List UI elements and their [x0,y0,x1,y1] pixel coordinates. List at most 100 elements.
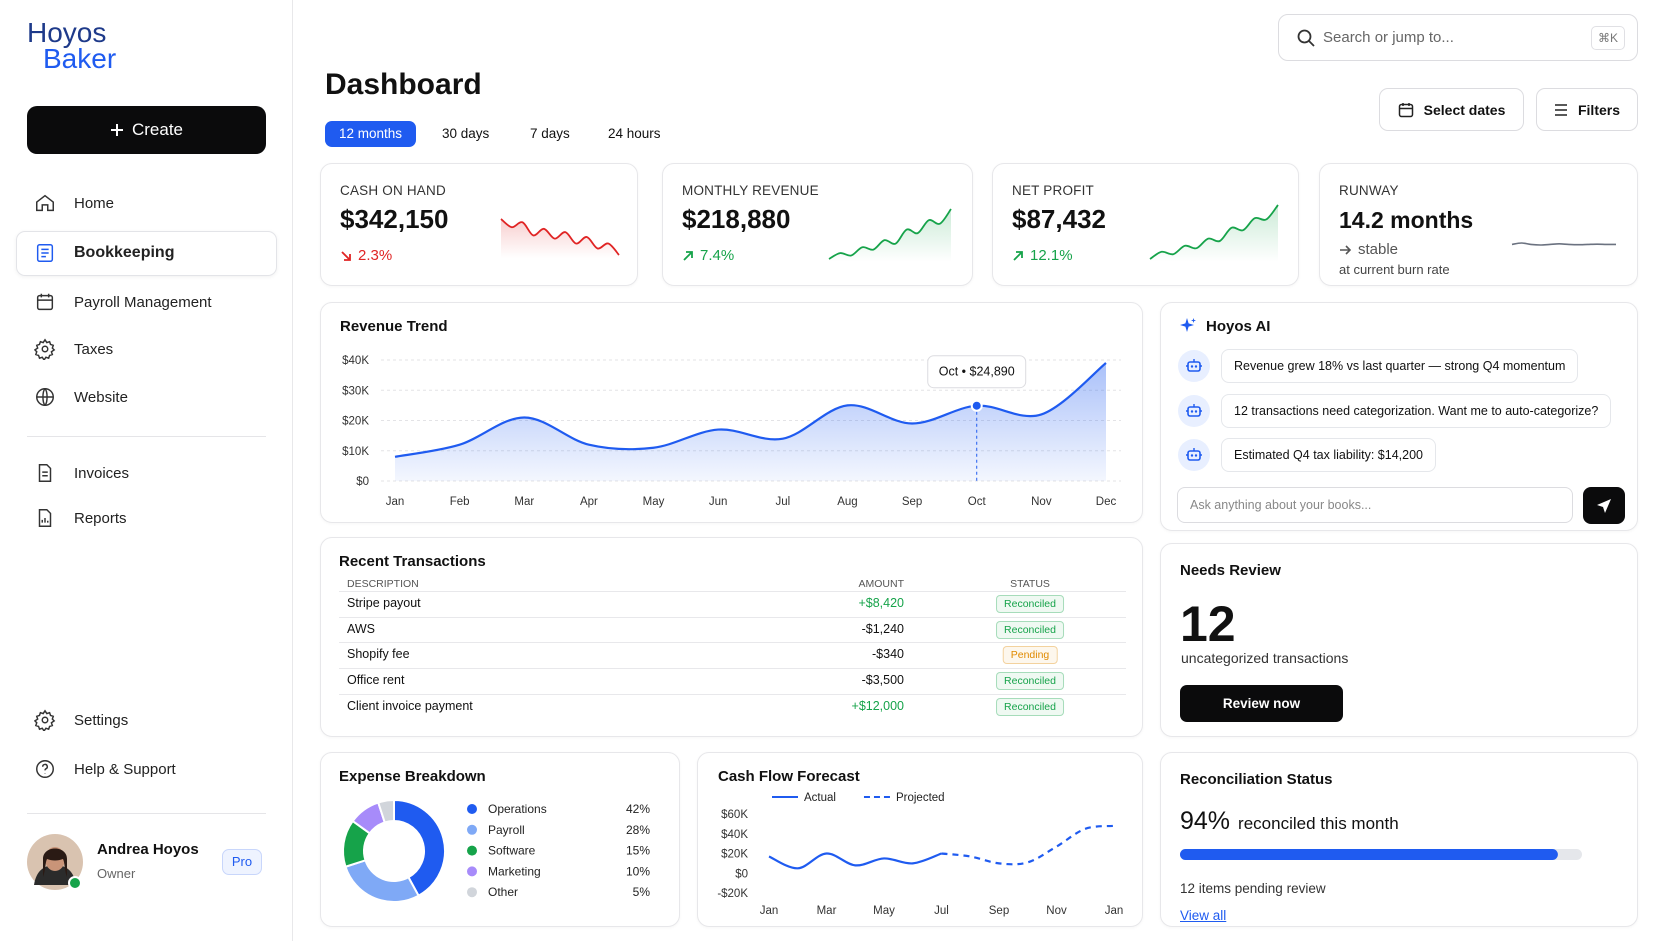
filters-button[interactable]: Filters [1536,88,1638,131]
active-nav-bg [16,231,277,276]
up-arrow-icon [683,250,693,261]
view-all-link[interactable]: View all [1180,908,1227,923]
nav-item[interactable]: Help & Support [34,758,176,780]
logo-top: Hoyos [27,17,107,48]
review-count: 12 [1180,596,1236,652]
ai-input[interactable]: Ask anything about your books... [1177,487,1573,523]
ai-avatar [1178,394,1210,427]
card-title: Needs Review [1180,562,1281,579]
sparkline [1149,204,1279,262]
ai-message: Estimated Q4 tax liability: $14,200 [1221,438,1436,472]
nav-item[interactable]: Taxes [34,338,113,360]
report-icon [38,509,52,527]
ai-message: 12 transactions need categorization. Wan… [1221,393,1612,428]
nav-label: Invoices [74,464,130,482]
nav-item[interactable]: Bookkeeping [34,242,174,264]
y-tick-label: $20K [342,416,369,428]
nav-item[interactable]: Settings [34,709,128,731]
create-label: Create [131,120,184,139]
pending-text: 12 items pending review [1180,881,1326,896]
avatar [27,834,83,890]
down-arrow-icon [341,250,351,261]
legend-swatch [467,887,477,898]
reconciled-row: 94% reconciled this month [1180,807,1399,836]
card-title: Expense Breakdown [339,768,486,785]
search-placeholder: Search or jump to... [1323,29,1454,46]
x-tick-label: Apr [580,496,598,508]
status-badge: Pending [1002,646,1058,665]
legend-swatch [467,845,477,856]
x-tick-label: May [643,496,665,508]
tooltip-label: Oct • $24,890 [939,365,1015,379]
nav-label: Payroll Management [74,293,212,311]
tab-active[interactable]: 12 months [325,121,417,147]
legend-swatch [467,804,477,814]
shortcut-badge: ⌘K [1590,26,1625,50]
filter-icon [1554,103,1567,116]
y-tick-label: $0 [735,868,748,880]
x-tick-label: May [873,905,895,917]
kpi-card: CASH ON HAND $342,150 2.3% [320,163,638,286]
divider [27,813,266,814]
y-tick-label: $60K [721,809,748,821]
file-icon [38,464,52,482]
sparkline-area [829,209,951,262]
tab[interactable]: 24 hours [608,126,661,141]
select-dates-button[interactable]: Select dates [1379,88,1524,131]
value-label: 15% [626,844,650,858]
column-header: STATUS [1010,578,1050,590]
card-title: Hoyos AI [1206,318,1271,335]
send-button[interactable] [1583,487,1625,524]
legend-swatch [467,824,477,835]
kpi-value: $218,880 [682,204,791,234]
sparkline [500,218,620,258]
search-icon [1297,29,1315,47]
card-title: Reconciliation Status [1180,771,1333,788]
x-tick-label: Nov [1046,905,1067,917]
sparkline-line [828,208,952,260]
kpi-label: NET PROFIT [1012,183,1095,198]
pie-slice [344,859,420,903]
row-divider [339,642,1126,644]
nav-item[interactable]: Payroll Management [34,291,212,313]
nav-item[interactable]: Invoices [34,462,129,484]
revenue-card: Revenue Trend $0 $10K $20K $30K $40K Jan Feb Ma… [320,302,1143,523]
up-arrow-icon [1013,250,1023,261]
kpi-change: 2.3% [358,247,393,264]
legend-label: Software [488,844,536,858]
plan-badge: Pro [222,849,262,875]
nav-item[interactable]: Home [34,192,114,214]
column-header: AMOUNT [858,578,905,590]
kpi-label: CASH ON HAND [340,183,446,198]
kpi-value: 14.2 months [1339,207,1474,233]
card-title: Cash Flow Forecast [718,768,860,785]
nav-label: Bookkeeping [74,244,175,261]
tab[interactable]: 7 days [530,126,570,141]
value-label: 42% [626,802,650,816]
robot-icon [1186,448,1202,461]
sparkline [828,208,952,262]
pie-slice [393,798,446,898]
nav-label: Taxes [74,340,114,358]
nav-item[interactable]: Website [34,386,128,408]
create-button[interactable]: Create [27,106,266,154]
search-box[interactable]: Search or jump to... ⌘K [1278,14,1638,61]
ai-avatar [1178,350,1210,382]
line [394,362,1107,458]
ai-card: Hoyos AI Ask anything about your books..… [1160,302,1638,531]
kpi-label: MONTHLY REVENUE [682,183,819,198]
sparkline-line [1511,242,1617,246]
kpi-card: MONTHLY REVENUE $218,880 7.4% [662,163,973,286]
tab[interactable]: 30 days [442,126,490,141]
page-title: Dashboard [325,68,482,101]
reconciliation-card: Reconciliation Status 94% reconciled thi… [1160,752,1638,927]
sparkline-line [500,218,620,256]
cell-description: Shopify fee [347,647,410,662]
review-button[interactable]: Review now [1180,685,1343,722]
expense-chart: Operations 42% Payroll 28% Software 15% Market… [342,798,650,903]
nav-item[interactable]: Reports [34,507,127,529]
x-tick-label: Jun [709,496,728,508]
kpi-change: 12.1% [1030,247,1073,264]
x-tick-label: Aug [837,496,857,508]
